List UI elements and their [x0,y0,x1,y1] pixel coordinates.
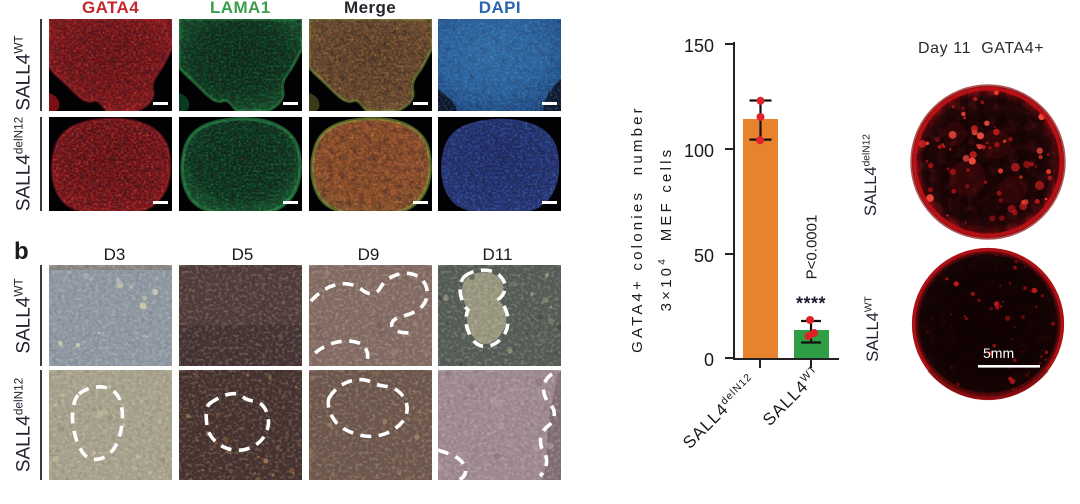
svg-text:5mm: 5mm [983,345,1014,361]
